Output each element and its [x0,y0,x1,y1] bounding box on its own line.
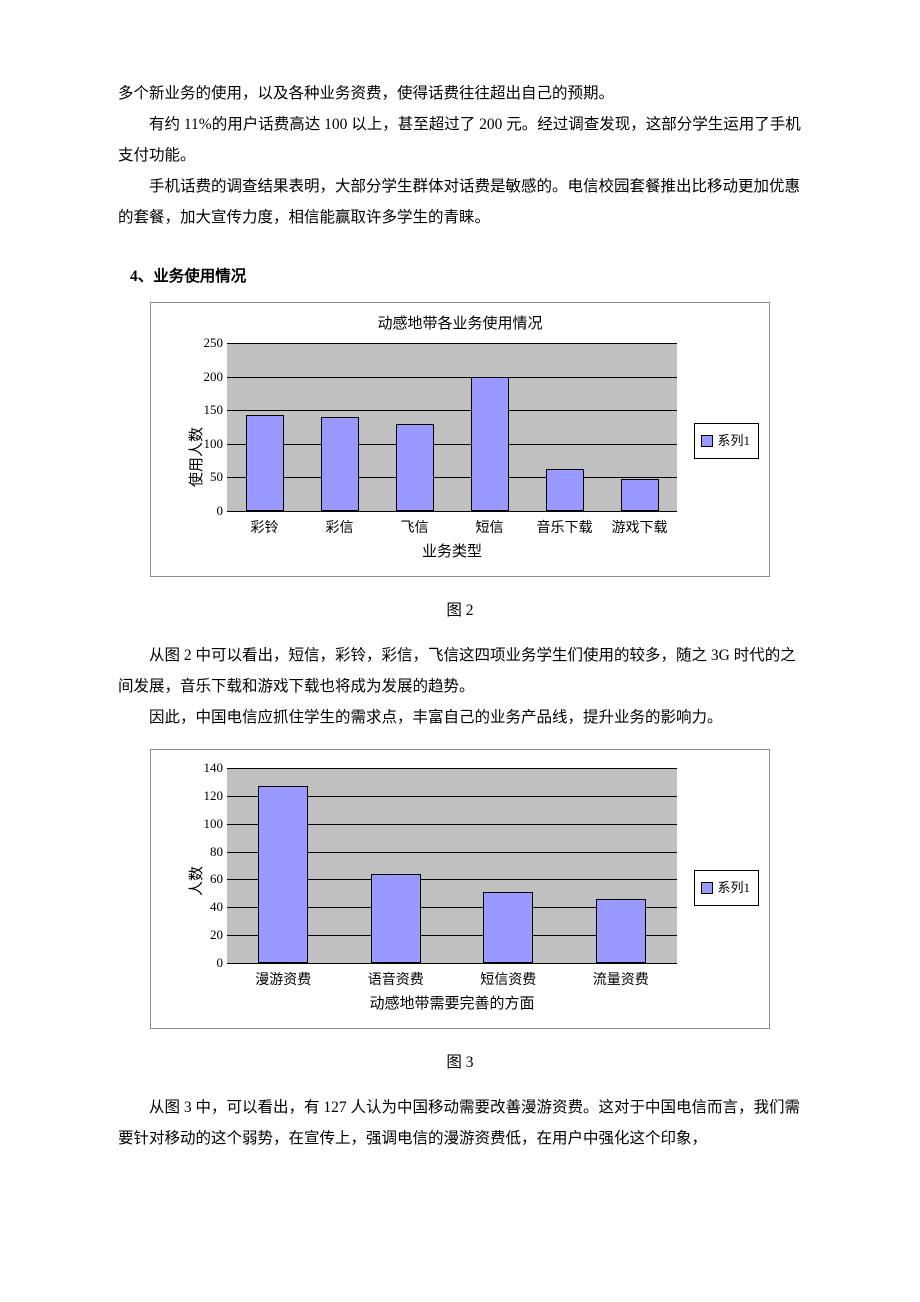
ytick-label: 100 [204,431,228,457]
chart-usage: 动感地带各业务使用情况 使用人数 050100150200250 彩铃彩信飞信短… [150,302,770,577]
gridline [227,963,677,964]
paragraph-7: 从图 3 中，可以看出，有 127 人认为中国移动需要改善漫游资费。这对于中国电… [118,1092,802,1154]
heading-4: 4、业务使用情况 [130,261,802,292]
chart1-legend: 系列1 [694,423,759,459]
chart1-legend-label: 系列1 [717,428,750,454]
paragraph-3: 手机话费的调查结果表明，大部分学生群体对话费是敏感的。电信校园套餐推出比移动更加… [118,171,802,233]
chart2-legend: 系列1 [694,870,759,906]
paragraph-5: 从图 2 中可以看出，短信，彩铃，彩信，飞信这四项业务学生们使用的较多，随之 3… [118,640,802,702]
chart1-xaxis-title: 业务类型 [227,537,677,567]
figure3-caption: 图 3 [118,1047,802,1078]
bar [596,899,646,963]
paragraph-6: 因此，中国电信应抓住学生的需求点，丰富自己的业务产品线，提升业务的影响力。 [118,702,802,733]
bar [246,415,284,511]
ytick-label: 0 [217,950,228,976]
chart2-plot: 人数 020406080100120140 [227,768,677,963]
ytick-label: 150 [204,397,228,423]
bars-container [227,768,677,963]
chart1-plot: 使用人数 050100150200250 [227,343,677,511]
bar [396,424,434,511]
ytick-label: 40 [210,894,227,920]
ytick-label: 60 [210,866,227,892]
ytick-label: 0 [217,498,228,524]
ytick-label: 140 [204,755,228,781]
ytick-label: 200 [204,364,228,390]
bar [546,469,584,511]
bar [621,479,659,511]
chart2-legend-label: 系列1 [717,875,750,901]
ytick-label: 250 [204,330,228,356]
ytick-label: 20 [210,922,227,948]
bar [483,892,533,963]
bar [321,417,359,511]
bar [471,377,509,511]
chart1-title: 动感地带各业务使用情况 [151,303,769,339]
chart2-ylabel: 人数 [182,866,212,896]
figure2-caption: 图 2 [118,595,802,626]
bars-container [227,343,677,511]
bar [258,786,308,963]
legend-swatch-icon [701,435,713,447]
paragraph-2: 有约 11%的用户话费高达 100 以上，甚至超过了 200 元。经过调查发现，… [118,109,802,171]
ytick-label: 50 [210,464,227,490]
chart2-xaxis-title: 动感地带需要完善的方面 [227,989,677,1019]
chart-improve: 人数 020406080100120140 漫游资费语音资费短信资费流量资费 动… [150,749,770,1029]
bar [371,874,421,963]
paragraph-1: 多个新业务的使用，以及各种业务资费，使得话费往往超出自己的预期。 [118,78,802,109]
ytick-label: 80 [210,839,227,865]
legend-swatch-icon [701,882,713,894]
ytick-label: 120 [204,783,228,809]
ytick-label: 100 [204,811,228,837]
gridline [227,511,677,512]
